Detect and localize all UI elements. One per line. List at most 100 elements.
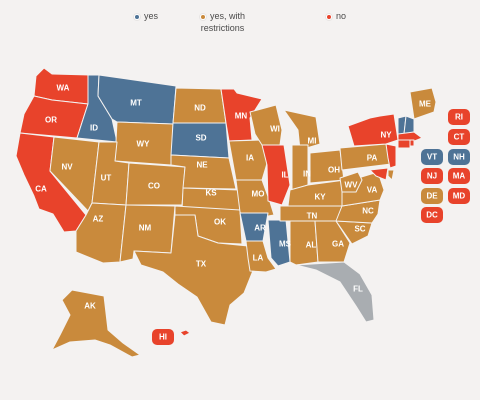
state-label-nm: NM [139,224,152,233]
state-ny [347,113,399,147]
badge-nh: NH [448,149,470,165]
state-label-pa: PA [367,154,378,163]
badge-nj: NJ [421,168,443,184]
legend-restrict-swatch [200,13,206,20]
state-label-mn: MN [235,112,248,121]
state-ia [228,139,269,181]
state-label-nd: ND [194,104,206,113]
state-fl [295,261,375,323]
state-mi [283,109,321,151]
badge-bg-nj [421,168,443,184]
legend-restrict-label-1: yes, with [210,11,246,21]
state-label-il: IL [281,171,288,180]
state-ct [397,139,411,149]
state-label-nv: NV [61,163,73,172]
state-ga [314,220,351,263]
badge-label-hi: HI [159,333,167,342]
state-label-va: VA [367,186,378,195]
badge-label-nj: NJ [427,172,437,181]
state-label-ca: CA [35,185,47,194]
badge-label-ct: CT [454,133,465,142]
badge-label-vt: VT [427,153,437,162]
state-label-mt: MT [130,99,142,108]
state-label-ny: NY [380,131,392,140]
state-label-ks: KS [205,189,217,198]
state-label-in: IN [303,170,311,179]
state-label-tx: TX [196,260,207,269]
badge-label-de: DE [426,192,438,201]
legend-yes: yes [134,10,158,22]
state-label-ak: AK [84,302,96,311]
state-label-co: CO [148,182,160,191]
state-label-id: ID [90,124,98,133]
badge-de: DE [421,188,443,204]
badge-label-ri: RI [455,113,463,122]
badge-ri: RI [448,109,470,125]
state-nj [385,143,397,169]
state-label-wa: WA [57,84,70,93]
state-de [387,169,395,181]
badge-bg-ri [448,109,470,125]
state-md [369,167,389,181]
state-tx [133,214,255,326]
badge-bg-de [421,188,443,204]
state-me [409,87,437,120]
state-label-oh: OH [328,166,340,175]
state-label-ga: GA [332,240,344,249]
badge-bg-vt [421,149,443,165]
badge-bg-hi [152,329,174,345]
state-ak [51,289,141,358]
legend-restrict: yes, with restrictions [200,10,245,34]
state-mn [220,88,263,142]
legend-no: no [326,10,346,22]
state-label-wv: WV [345,181,359,190]
badge-md: MD [448,188,470,204]
state-label-ia: IA [246,154,254,163]
badge-label-ma: MA [453,172,466,181]
state-label-az: AZ [93,215,104,224]
state-label-sc: SC [354,225,365,234]
legend-no-swatch [326,13,332,20]
state-label-al: AL [306,241,317,250]
state-hi [179,329,191,337]
state-nh [403,115,415,135]
state-label-ok: OK [214,218,226,227]
legend-yes-swatch [134,13,140,20]
badge-label-nh: NH [453,153,465,162]
badge-hi: HI [152,329,174,345]
badge-label-dc: DC [426,211,438,220]
state-label-wy: WY [137,140,151,149]
state-label-ms: MS [279,240,292,249]
legend-no-label: no [336,11,347,21]
state-label-nc: NC [362,207,374,216]
state-label-mo: MO [252,190,265,199]
state-label-sd: SD [195,134,206,143]
badge-dc: DC [421,207,443,223]
state-al [289,220,319,266]
badge-bg-md [448,188,470,204]
badge-ct: CT [448,129,470,145]
badge-ma: MA [448,168,470,184]
state-mo [235,179,275,221]
badge-bg-dc [421,207,443,223]
state-label-fl: FL [353,285,363,294]
badge-label-md: MD [453,192,466,201]
state-label-ut: UT [101,174,112,183]
state-label-ne: NE [196,161,208,170]
badge-bg-ct [448,129,470,145]
state-wv [339,171,363,193]
badge-bg-nh [448,149,470,165]
state-label-or: OR [45,116,57,125]
state-label-ky: KY [314,193,326,202]
state-ri [409,139,415,147]
badge-vt: VT [421,149,443,165]
state-in [291,144,309,191]
legend-yes-label: yes [144,11,159,21]
state-label-tn: TN [307,212,318,221]
state-la [245,240,277,273]
state-label-me: ME [419,100,432,109]
state-label-la: LA [253,254,264,263]
legend-restrict-label-2: restrictions [200,23,245,33]
